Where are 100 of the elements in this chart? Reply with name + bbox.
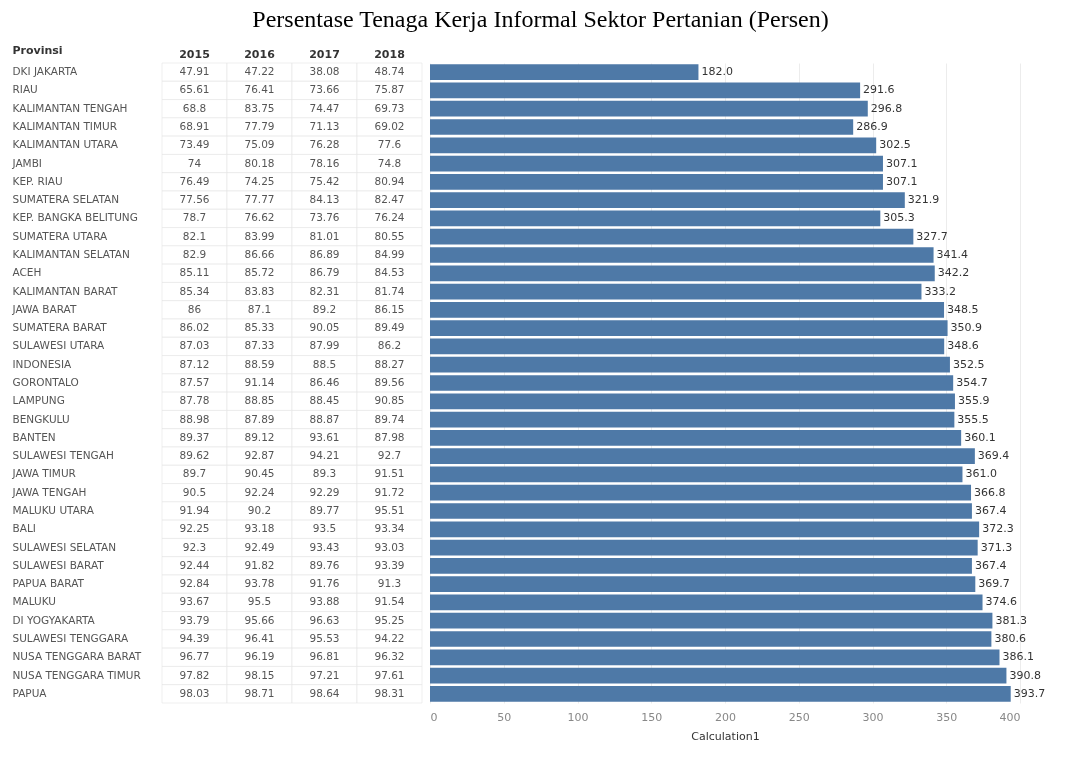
data-label: 89.7	[182, 467, 207, 480]
data-label: 341.4	[936, 248, 969, 261]
data-label: 80.18	[244, 156, 275, 169]
x-tick-label: 250	[788, 710, 810, 724]
data-label: 85.11	[179, 266, 210, 279]
data-label: 81.01	[309, 229, 340, 242]
bar	[430, 137, 877, 154]
data-label: 92.3	[182, 540, 207, 553]
data-label: 76.28	[309, 138, 340, 151]
data-label: 91.76	[309, 577, 340, 590]
data-label: 327.7	[916, 229, 948, 243]
data-label: 94.21	[309, 449, 340, 462]
bar	[430, 503, 972, 519]
data-label: 47.22	[244, 65, 275, 78]
data-label: 91.82	[244, 558, 275, 571]
x-tick-label: 2018	[374, 47, 405, 61]
data-label: 80.55	[374, 229, 405, 242]
data-label: 77.79	[244, 120, 275, 132]
data-label: 74.47	[309, 101, 340, 114]
data-label: 390.8	[1009, 668, 1041, 682]
data-label: 91.54	[374, 595, 405, 608]
data-label: 83.83	[244, 284, 275, 297]
data-label: 95.25	[374, 613, 405, 626]
data-label: 76.24	[374, 211, 405, 224]
y-tick-label: BALI	[12, 522, 36, 535]
bar	[430, 338, 945, 355]
x-tick-label: 2017	[309, 47, 340, 61]
y-tick-label: KALIMANTAN TENGAH	[12, 101, 128, 114]
y-tick-label: LAMPUNG	[12, 394, 65, 407]
y-tick-label: ACEH	[12, 266, 42, 279]
data-label: 93.03	[374, 540, 405, 553]
data-label: 97.61	[374, 668, 405, 681]
x-tick-label: 200	[715, 710, 736, 724]
x-tick-label: 0	[430, 710, 438, 724]
x-tick-label: 2016	[244, 47, 276, 61]
y-tick-label: KALIMANTAN UTARA	[12, 138, 119, 151]
y-tick-label: KALIMANTAN BARAT	[12, 284, 119, 297]
bar	[430, 576, 976, 593]
data-label: 87.12	[179, 357, 210, 370]
bar	[430, 594, 983, 611]
y-tick-label: SUMATERA UTARA	[12, 229, 109, 242]
data-label: 90.5	[182, 485, 207, 498]
bar	[430, 539, 978, 556]
x-tick-label: 2015	[179, 47, 210, 61]
data-label: 82.9	[182, 248, 207, 260]
data-label: 98.03	[179, 686, 210, 699]
data-label: 92.7	[377, 449, 402, 462]
data-label: 88.85	[244, 394, 275, 407]
y-tick-label: NUSA TENGGARA BARAT	[12, 650, 142, 663]
data-label: 76.49	[179, 174, 210, 187]
y-tick-label: KEP. RIAU	[12, 174, 63, 187]
y-tick-label: BANTEN	[12, 430, 56, 443]
data-label: 86.66	[244, 248, 275, 260]
data-label: 86.2	[377, 339, 402, 352]
data-label: 84.99	[374, 248, 405, 260]
data-label: 85.72	[244, 266, 275, 279]
y-tick-label: RIAU	[12, 83, 38, 96]
y-tick-label: KALIMANTAN TIMUR	[12, 120, 117, 132]
data-label: 96.81	[309, 650, 340, 663]
data-label: 90.45	[244, 467, 275, 480]
data-label: 77.77	[244, 193, 275, 206]
data-label: 286.9	[856, 120, 888, 133]
data-label: 93.61	[309, 430, 340, 443]
data-label: 77.6	[377, 138, 402, 151]
data-label: 93.34	[374, 522, 405, 535]
data-label: 65.61	[179, 83, 210, 96]
x-tick-label: 400	[999, 710, 1021, 724]
y-tick-label: MALUKU	[12, 595, 57, 608]
data-label: 95.53	[309, 632, 340, 644]
data-label: 88.87	[309, 412, 340, 425]
y-tick-label: BENGKULU	[12, 412, 70, 425]
data-label: 90.05	[309, 321, 340, 334]
data-label: 89.77	[309, 504, 340, 516]
data-label: 89.12	[244, 430, 275, 443]
bar	[430, 393, 955, 410]
data-label: 393.7	[1013, 686, 1046, 700]
data-label: 95.51	[374, 504, 405, 516]
data-label: 86.46	[309, 376, 340, 388]
bar	[430, 301, 945, 318]
data-label: 98.31	[374, 686, 405, 699]
bar	[430, 64, 699, 81]
data-label: 91.94	[179, 504, 210, 516]
y-tick-label: GORONTALO	[12, 376, 79, 388]
data-label: 367.4	[974, 504, 1007, 517]
bar	[430, 631, 992, 647]
data-label: 38.08	[309, 65, 340, 78]
data-label: 83.99	[244, 229, 275, 242]
data-label: 48.74	[374, 65, 405, 78]
data-label: 89.2	[312, 302, 337, 315]
data-label: 69.73	[374, 101, 405, 114]
data-label: 92.44	[179, 558, 210, 571]
x-tick-label: 300	[862, 710, 884, 724]
data-label: 74.25	[244, 174, 275, 187]
data-label: 73.49	[179, 138, 210, 151]
text: Persentase Tenaga Kerja Informal Sektor Pertanian (Persen)	[251, 6, 830, 33]
data-label: 87.78	[179, 394, 210, 407]
data-label: 372.3	[982, 522, 1014, 536]
data-label: 88.5	[312, 357, 337, 370]
data-label: 75.09	[244, 138, 275, 151]
data-label: 92.87	[244, 449, 275, 462]
